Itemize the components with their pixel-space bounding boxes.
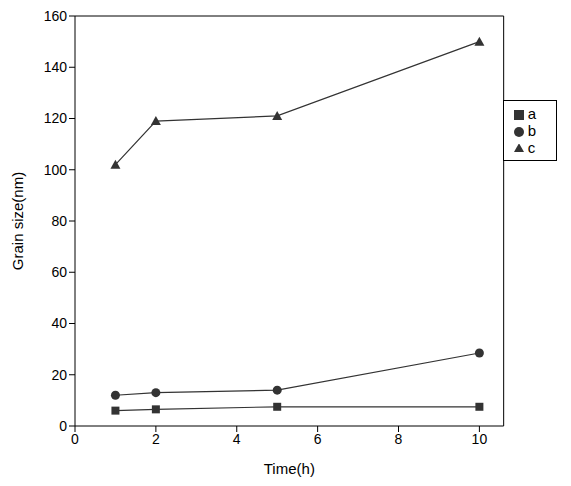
svg-text:10: 10	[472, 431, 488, 447]
html-text:c: c	[527, 139, 536, 156]
svg-text:8: 8	[395, 431, 403, 447]
html-text:a: a	[527, 105, 536, 122]
svg-text:100: 100	[44, 162, 68, 178]
svg-text:4: 4	[233, 431, 241, 447]
svg-text:2: 2	[152, 431, 160, 447]
svg-text:60: 60	[51, 264, 67, 280]
html-text:b: b	[527, 122, 536, 139]
svg-text:40: 40	[51, 315, 67, 331]
svg-text:20: 20	[51, 367, 67, 383]
svg-text:Time(h): Time(h)	[264, 460, 315, 477]
svg-text:160: 160	[44, 8, 68, 24]
svg-text:6: 6	[314, 431, 322, 447]
svg-text:120: 120	[44, 110, 68, 126]
svg-text:0: 0	[71, 431, 79, 447]
svg-text:140: 140	[44, 59, 68, 75]
svg-text:Grain size(nm): Grain size(nm)	[9, 172, 26, 270]
svg-text:0: 0	[59, 418, 67, 434]
svg-text:80: 80	[51, 213, 67, 229]
